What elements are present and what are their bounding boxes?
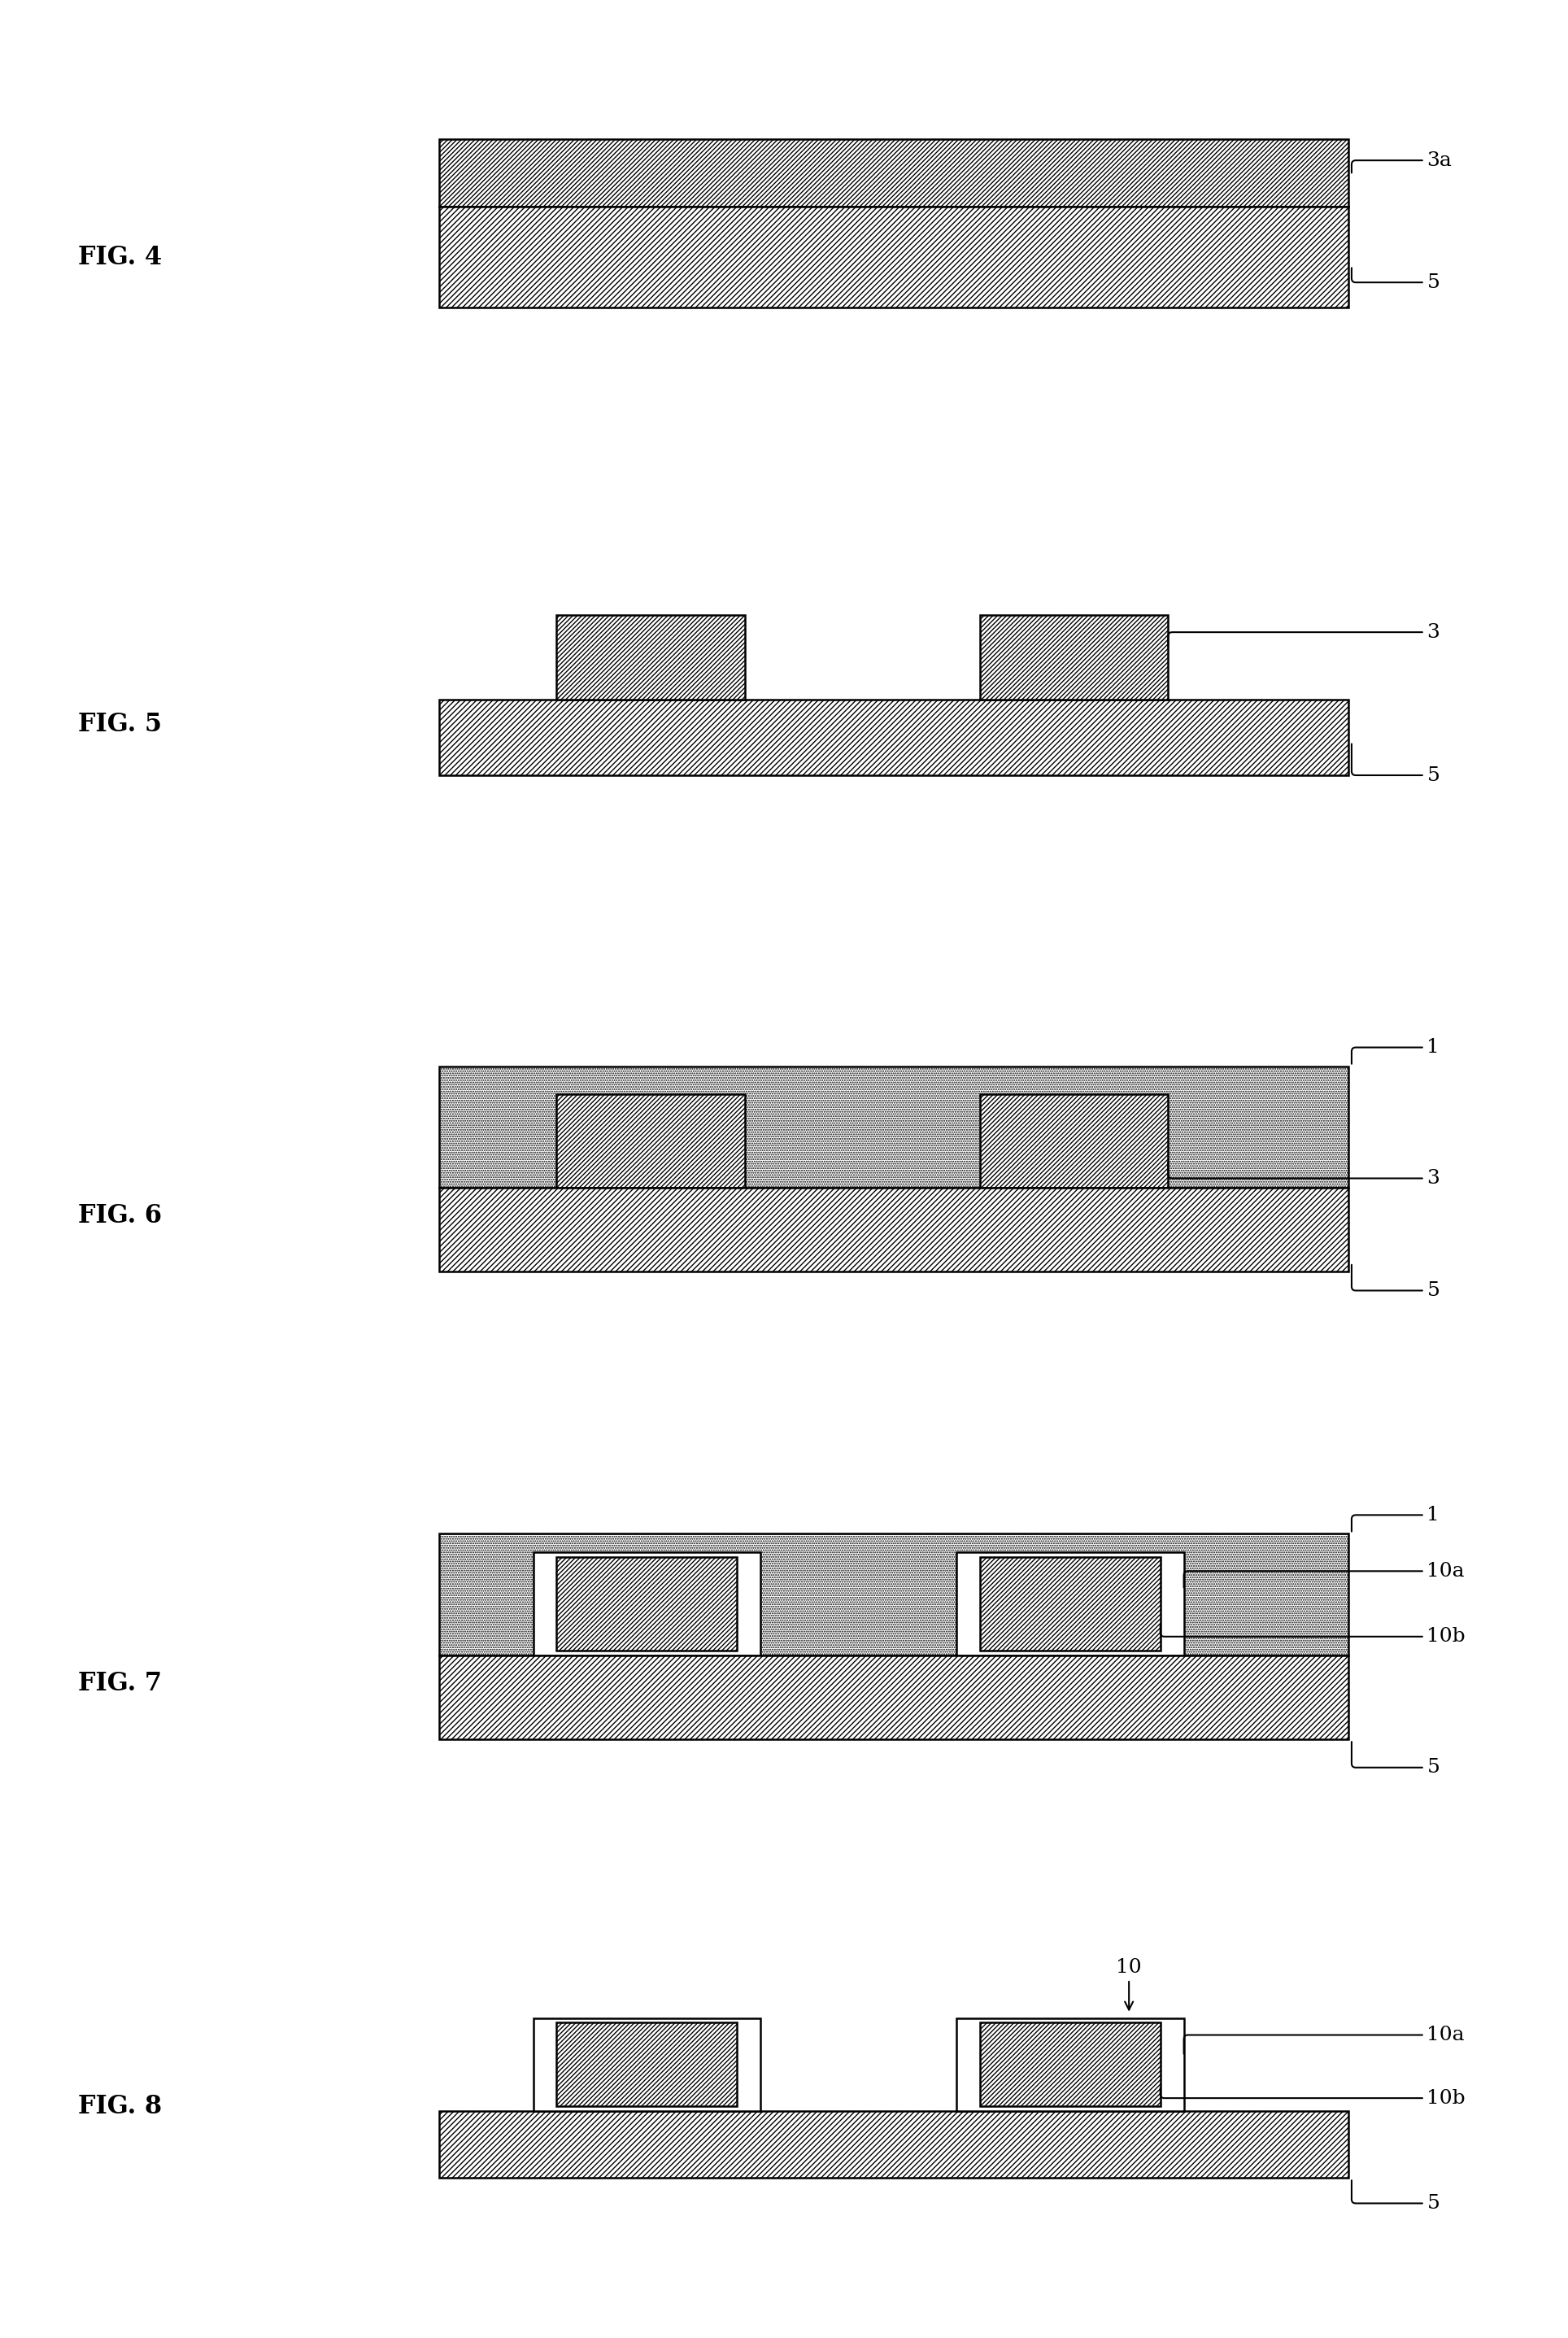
Bar	[439, 1188, 1348, 1272]
Bar	[533, 2018, 760, 2111]
Text: FIG. 6: FIG. 6	[78, 1204, 162, 1227]
Bar	[557, 1094, 745, 1188]
Text: 3: 3	[1168, 622, 1439, 648]
Bar	[980, 1094, 1168, 1188]
Bar	[439, 1534, 1348, 1655]
Text: 3a: 3a	[1352, 152, 1452, 173]
Bar	[439, 206, 1348, 309]
Bar	[956, 1552, 1184, 1655]
Text: 1: 1	[1352, 1506, 1439, 1531]
Text: 10a: 10a	[1184, 2025, 1465, 2053]
Text: 3: 3	[1168, 1162, 1439, 1188]
Text: FIG. 7: FIG. 7	[78, 1672, 162, 1695]
Text: 5: 5	[1352, 2181, 1439, 2212]
Bar	[439, 1066, 1348, 1188]
Text: FIG. 4: FIG. 4	[78, 245, 162, 269]
Text: 5: 5	[1352, 1265, 1439, 1300]
Bar	[557, 1557, 737, 1651]
Bar	[980, 2022, 1160, 2107]
Bar	[533, 1552, 760, 1655]
Bar	[557, 2022, 737, 2107]
Text: 10b: 10b	[1160, 2088, 1466, 2107]
Text: FIG. 8: FIG. 8	[78, 2095, 162, 2118]
Text: 10a: 10a	[1184, 1562, 1465, 1588]
Text: 1: 1	[1352, 1038, 1439, 1064]
Bar	[439, 140, 1348, 206]
Bar	[557, 615, 745, 699]
Bar	[956, 2018, 1184, 2111]
Text: 5: 5	[1352, 1742, 1439, 1777]
Bar	[439, 699, 1348, 776]
Bar	[980, 1557, 1160, 1651]
Text: 5: 5	[1352, 269, 1439, 292]
Text: 10: 10	[1116, 1959, 1142, 2011]
Text: FIG. 5: FIG. 5	[78, 713, 162, 736]
Text: 10b: 10b	[1160, 1625, 1466, 1646]
Bar	[980, 615, 1168, 699]
Bar	[439, 2111, 1348, 2179]
Bar	[439, 1655, 1348, 1739]
Text: 5: 5	[1352, 743, 1439, 786]
